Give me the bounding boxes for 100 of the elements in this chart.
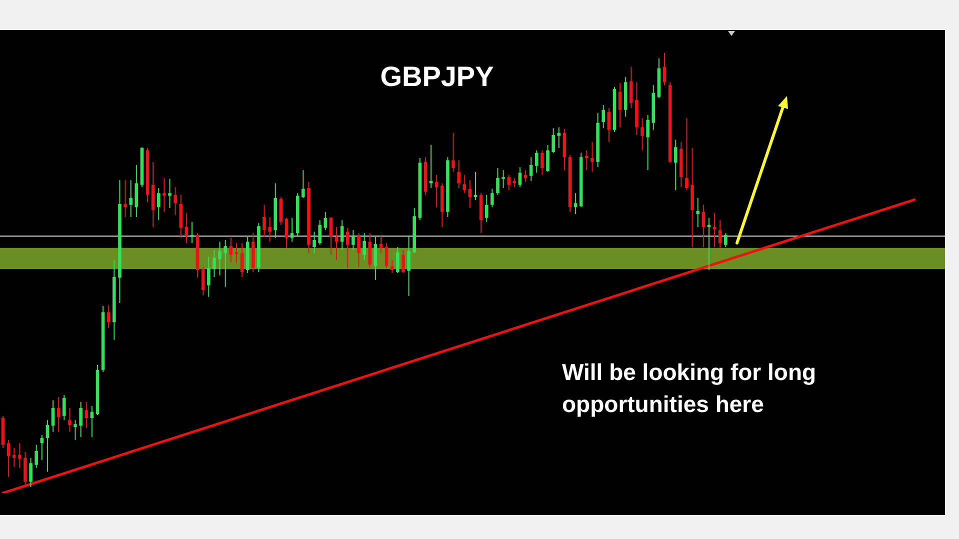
- candlestick: [224, 240, 228, 287]
- candlestick: [657, 58, 661, 98]
- candlestick: [112, 260, 116, 340]
- candlestick: [34, 444, 38, 468]
- candlestick: [557, 127, 561, 148]
- candlestick: [352, 230, 355, 250]
- candlestick: [434, 174, 438, 208]
- candlestick: [84, 402, 88, 428]
- candlestick: [68, 408, 72, 432]
- candlestick: [446, 157, 450, 218]
- candlestick: [12, 448, 16, 468]
- candlestick: [201, 266, 205, 296]
- candlestick: [174, 187, 177, 215]
- candlestick: [62, 394, 66, 420]
- candlestick: [457, 160, 460, 188]
- candlestick: [296, 193, 300, 236]
- candlestick: [479, 193, 483, 234]
- candlestick: [552, 128, 555, 153]
- candlestick: [79, 402, 82, 438]
- candlestick: [340, 220, 344, 250]
- candlestick: [490, 188, 494, 208]
- candlestick: [51, 400, 55, 432]
- candlestick: [640, 118, 644, 150]
- candlestick: [118, 180, 122, 303]
- candlestick: [324, 212, 328, 230]
- candlestick: [596, 112, 600, 168]
- candlestick: [534, 150, 538, 173]
- candlestick: [90, 406, 94, 438]
- candlestick: [474, 172, 478, 200]
- candlestick: [702, 204, 706, 247]
- candlestick: [212, 250, 216, 277]
- candlestick: [507, 174, 511, 190]
- candlestick: [452, 132, 455, 172]
- candlestick: [346, 228, 350, 268]
- candlestick: [680, 142, 683, 188]
- candlestick: [540, 150, 544, 175]
- candlestick: [312, 232, 316, 254]
- candlestick: [512, 178, 516, 188]
- candlestick: [579, 152, 583, 208]
- candlestick: [96, 365, 100, 415]
- candlestick: [218, 242, 222, 276]
- candlestick: [151, 162, 155, 228]
- candlestick: [724, 233, 728, 247]
- candlestick: [29, 458, 32, 487]
- candlestick: [562, 128, 566, 170]
- candlestick: [101, 306, 105, 372]
- candlestick: [162, 178, 166, 212]
- candlestick: [546, 145, 550, 172]
- candlestick: [234, 243, 238, 264]
- candlestick: [302, 170, 305, 198]
- candlestick: [6, 440, 10, 478]
- candlestick: [318, 220, 322, 245]
- candlestick: [207, 256, 210, 297]
- candlestick: [468, 180, 472, 208]
- candlestick: [74, 420, 77, 440]
- candlestick: [585, 150, 588, 170]
- candlestick: [662, 53, 666, 86]
- candlestick: [707, 218, 711, 270]
- candlestick: [262, 204, 266, 238]
- chart-title: GBPJPY: [379, 60, 495, 94]
- candlestick: [129, 180, 133, 218]
- candlestick: [229, 238, 233, 262]
- candlestick: [251, 233, 255, 272]
- candlestick: [257, 223, 260, 272]
- candlestick: [396, 247, 400, 274]
- candlestick: [40, 434, 44, 460]
- candlestick: [418, 158, 422, 220]
- candlestick: [156, 188, 160, 220]
- candlestick: [290, 218, 294, 242]
- candlestick: [529, 157, 533, 182]
- candlestick: [140, 147, 144, 188]
- candlestick: [602, 105, 606, 128]
- candlestick: [518, 167, 522, 188]
- candlestick: [268, 217, 272, 242]
- candlestick: [106, 305, 110, 328]
- candlestick: [368, 233, 372, 268]
- candlestick: [18, 443, 22, 468]
- candlestick: [146, 148, 150, 202]
- annotation: Will be looking for long opportunities here: [562, 358, 818, 419]
- candlestick: [284, 218, 288, 248]
- candlestick: [168, 178, 172, 208]
- candlestick: [524, 170, 528, 182]
- candlestick: [440, 183, 444, 228]
- candlestick: [279, 197, 283, 225]
- candlestick: [357, 233, 360, 267]
- candlestick: [412, 208, 416, 254]
- candlestick: [462, 174, 466, 194]
- candlestick: [334, 227, 338, 260]
- candlestick: [652, 85, 656, 130]
- candlestick: [379, 234, 383, 254]
- candlestick: [635, 82, 638, 136]
- candlestick: [607, 108, 611, 142]
- candlestick: [56, 397, 60, 432]
- candlestick: [274, 183, 278, 238]
- candlestick: [624, 76, 628, 117]
- candlestick: [668, 82, 672, 163]
- candlestick: [674, 140, 678, 190]
- candlestick: [424, 157, 428, 195]
- candlestick: [1, 416, 5, 448]
- candlestick: [124, 180, 127, 218]
